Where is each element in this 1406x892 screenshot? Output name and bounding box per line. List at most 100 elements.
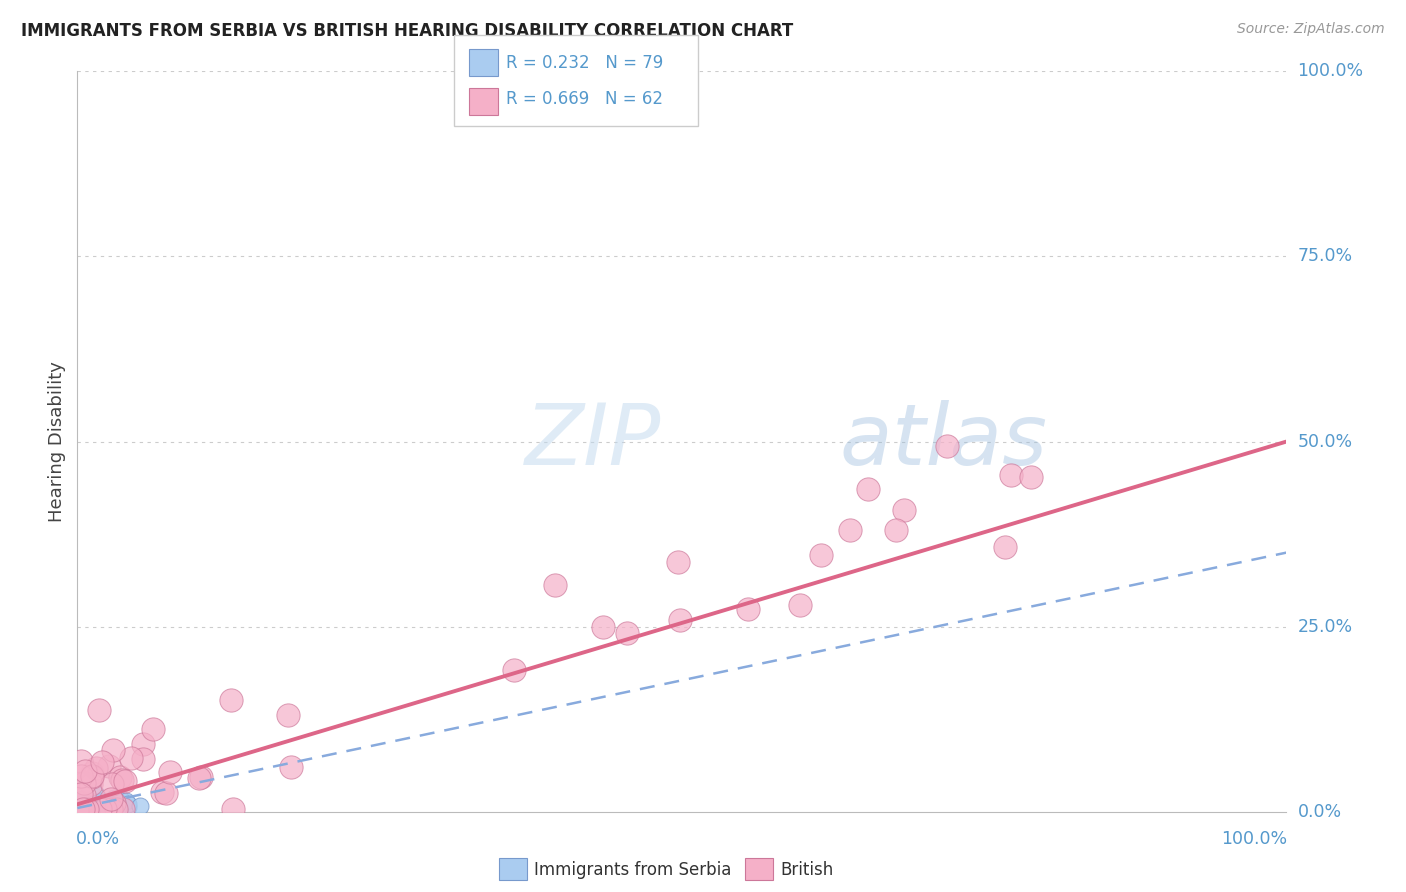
Point xyxy=(884,523,907,537)
Point xyxy=(73,788,96,802)
Point xyxy=(72,804,94,818)
Point xyxy=(70,804,93,818)
Point xyxy=(994,541,1017,555)
Point xyxy=(110,793,132,807)
Point xyxy=(73,801,96,815)
Point xyxy=(91,755,114,769)
Point xyxy=(75,796,97,810)
Point xyxy=(98,801,121,815)
Point xyxy=(893,503,915,517)
Point xyxy=(77,797,100,811)
Point xyxy=(87,801,110,815)
Point xyxy=(280,760,302,774)
Point xyxy=(70,803,93,817)
Point xyxy=(69,803,91,817)
Point xyxy=(67,798,90,813)
Point xyxy=(82,766,104,780)
Point xyxy=(67,800,90,814)
Point xyxy=(67,803,90,817)
Point xyxy=(76,797,98,812)
Point xyxy=(91,797,114,812)
Point xyxy=(84,787,107,801)
Point xyxy=(80,803,103,817)
Point xyxy=(544,578,567,592)
Text: atlas: atlas xyxy=(839,400,1047,483)
Point xyxy=(114,773,136,788)
Point xyxy=(69,804,91,818)
Point xyxy=(839,524,862,538)
Point xyxy=(935,439,957,453)
Point xyxy=(91,801,114,815)
Point xyxy=(69,799,91,814)
Point xyxy=(75,803,97,817)
Point xyxy=(75,802,97,816)
Point xyxy=(73,764,96,778)
Point xyxy=(70,776,93,790)
Text: 25.0%: 25.0% xyxy=(1298,617,1353,636)
Point xyxy=(87,703,110,717)
Point xyxy=(73,798,96,813)
Point xyxy=(82,802,104,816)
Point xyxy=(856,483,879,497)
Point xyxy=(89,794,111,808)
Point xyxy=(150,785,173,799)
Text: 0.0%: 0.0% xyxy=(76,830,121,848)
Point xyxy=(666,555,689,569)
Point xyxy=(84,760,107,774)
Point xyxy=(69,799,91,814)
Point xyxy=(155,786,177,800)
Point xyxy=(120,750,142,764)
Point xyxy=(69,804,91,818)
Point xyxy=(77,797,100,812)
Point xyxy=(79,802,101,816)
Point xyxy=(111,803,134,817)
Point xyxy=(69,803,91,817)
Point xyxy=(810,548,832,562)
Point xyxy=(89,803,111,817)
Point xyxy=(72,797,94,811)
Point xyxy=(86,799,108,814)
Point xyxy=(70,803,93,817)
Point xyxy=(222,803,245,817)
Point xyxy=(503,663,526,677)
Text: IMMIGRANTS FROM SERBIA VS BRITISH HEARING DISABILITY CORRELATION CHART: IMMIGRANTS FROM SERBIA VS BRITISH HEARIN… xyxy=(21,22,793,40)
Point xyxy=(72,800,94,814)
Point xyxy=(142,722,165,736)
Point xyxy=(79,798,101,813)
Text: R = 0.669   N = 62: R = 0.669 N = 62 xyxy=(506,90,664,108)
Point xyxy=(188,771,211,785)
Point xyxy=(87,801,110,815)
Point xyxy=(100,792,122,806)
Point xyxy=(132,737,155,751)
Point xyxy=(84,800,107,814)
Point xyxy=(67,802,90,816)
Point xyxy=(104,803,127,817)
Point xyxy=(79,799,101,814)
Point xyxy=(94,803,117,817)
Text: British: British xyxy=(780,861,834,879)
Point xyxy=(101,743,124,757)
Point xyxy=(668,613,690,627)
Point xyxy=(70,796,93,810)
Point xyxy=(67,796,90,810)
Point xyxy=(69,804,91,818)
Point xyxy=(76,803,98,817)
Point xyxy=(67,804,90,818)
Point xyxy=(129,798,152,813)
Point xyxy=(110,770,132,784)
Point xyxy=(67,804,90,818)
Point xyxy=(159,765,181,780)
Point xyxy=(132,752,155,766)
Y-axis label: Hearing Disability: Hearing Disability xyxy=(48,361,66,522)
Point xyxy=(77,801,100,815)
Point xyxy=(67,800,90,814)
Point xyxy=(73,803,96,817)
Point xyxy=(70,768,93,782)
Point xyxy=(77,802,100,816)
Point xyxy=(80,777,103,791)
Point xyxy=(1000,467,1022,482)
Point xyxy=(103,790,125,805)
Point xyxy=(75,801,97,815)
Text: Immigrants from Serbia: Immigrants from Serbia xyxy=(534,861,731,879)
Point xyxy=(111,772,134,787)
